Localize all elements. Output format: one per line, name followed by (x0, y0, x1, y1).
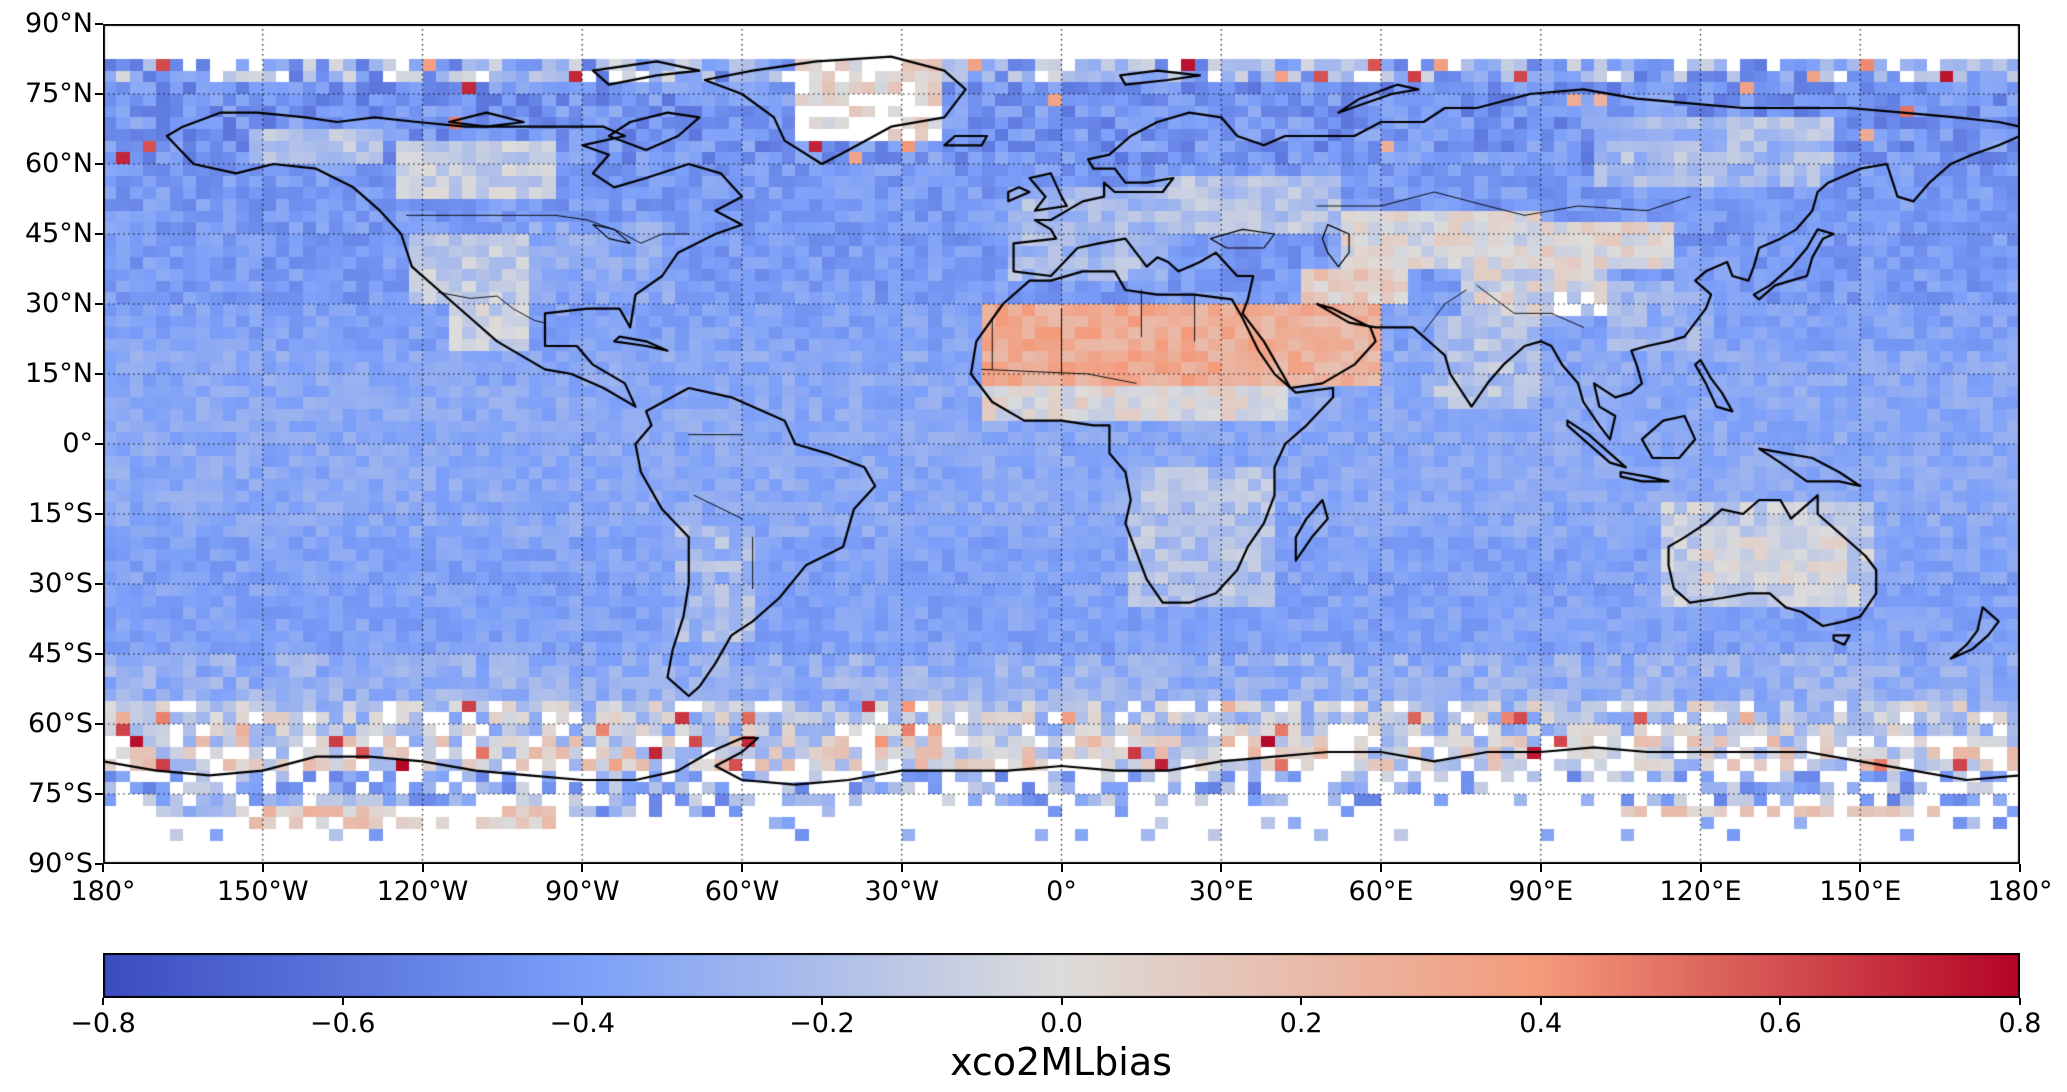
x-tick (261, 864, 264, 872)
y-tick (95, 233, 103, 235)
colorbar-tick (341, 998, 344, 1005)
y-tick-label: 30°S (28, 568, 93, 599)
colorbar-tick-label: 0.6 (1758, 1008, 1802, 1039)
x-tick-label: 60°E (1348, 876, 1414, 907)
colorbar-tick (1060, 998, 1063, 1005)
y-tick-label: 90°S (28, 848, 93, 879)
colorbar-tick-label: −0.2 (789, 1008, 855, 1039)
x-tick-label: 150°E (1819, 876, 1902, 907)
x-tick-label: 180° (70, 876, 136, 907)
colorbar-tick (1779, 998, 1782, 1005)
y-tick (95, 513, 103, 515)
y-tick (95, 653, 103, 655)
y-tick-label: 45°N (24, 218, 93, 249)
y-tick (95, 723, 103, 725)
x-tick-label: 30°W (864, 876, 940, 907)
y-tick-label: 75°N (24, 78, 93, 109)
y-tick-label: 60°S (28, 708, 93, 739)
colorbar-label: xco2MLbias (950, 1040, 1172, 1084)
colorbar-tick (2019, 998, 2021, 1005)
y-tick-label: 75°S (28, 778, 93, 809)
x-tick (421, 864, 424, 872)
colorbar (103, 953, 2020, 998)
x-tick (1060, 864, 1063, 872)
colorbar-tick-label: 0.4 (1519, 1008, 1563, 1039)
x-tick (2019, 864, 2021, 872)
x-tick (581, 864, 584, 872)
y-tick-label: 30°N (24, 288, 93, 319)
x-tick (1539, 864, 1542, 872)
x-tick (102, 864, 104, 872)
x-tick-label: 30°E (1188, 876, 1254, 907)
y-tick-label: 45°S (28, 638, 93, 669)
y-tick (95, 583, 103, 585)
y-tick-label: 60°N (24, 148, 93, 179)
y-tick (95, 303, 103, 305)
x-tick (1699, 864, 1702, 872)
x-tick (741, 864, 743, 872)
x-tick (1380, 864, 1382, 872)
y-tick-label: 90°N (24, 8, 93, 39)
x-tick-label: 60°W (704, 876, 780, 907)
y-tick (95, 863, 103, 865)
colorbar-tick-label: 0.0 (1040, 1008, 1083, 1039)
colorbar-tick (1539, 998, 1542, 1005)
y-tick (95, 793, 103, 795)
y-tick (95, 443, 103, 445)
x-tick-label: 120°E (1659, 876, 1742, 907)
y-tick (95, 163, 103, 165)
colorbar-tick (820, 998, 823, 1005)
x-tick (900, 864, 903, 872)
colorbar-tick-label: 0.2 (1279, 1008, 1323, 1039)
colorbar-tick-label: 0.8 (1998, 1008, 2042, 1039)
y-tick (95, 373, 103, 375)
y-tick (95, 23, 103, 25)
colorbar-tick (1300, 998, 1303, 1005)
colorbar-tick (581, 998, 584, 1005)
y-tick-label: 15°N (24, 358, 93, 389)
world-map-canvas (103, 24, 2020, 864)
x-tick-label: 0° (1046, 876, 1077, 907)
x-tick (1859, 864, 1862, 872)
x-tick-label: 120°W (376, 876, 469, 907)
y-tick-label: 0° (62, 428, 93, 459)
y-tick (95, 93, 103, 95)
x-tick (1220, 864, 1223, 872)
colorbar-tick (102, 998, 104, 1005)
x-tick-label: 150°W (216, 876, 309, 907)
x-tick-label: 90°E (1508, 876, 1574, 907)
x-tick-label: 180° (1987, 876, 2053, 907)
colorbar-tick-label: −0.8 (70, 1008, 136, 1039)
colorbar-tick-label: −0.6 (309, 1008, 376, 1039)
x-tick-label: 90°W (544, 876, 620, 907)
colorbar-tick-label: −0.4 (549, 1008, 616, 1039)
y-tick-label: 15°S (28, 498, 93, 529)
